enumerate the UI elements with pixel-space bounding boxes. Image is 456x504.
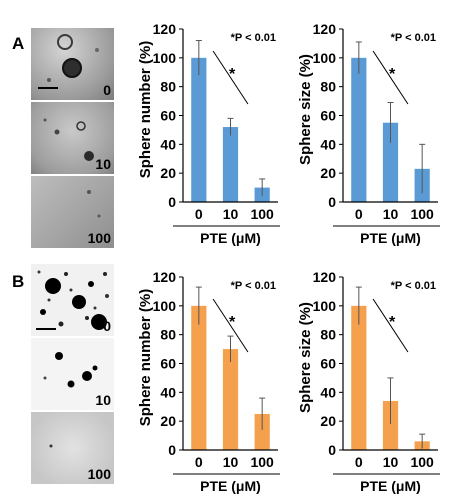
y-axis-label: Sphere size (%) <box>297 54 314 165</box>
scale-bar <box>38 87 58 89</box>
micrograph-b-100: 100 <box>31 412 114 484</box>
photo-label: 10 <box>95 392 111 408</box>
micrograph-b-10: 10 <box>31 338 114 410</box>
x-axis-label: PTE (μM) <box>360 230 421 246</box>
x-tick-label: 0 <box>355 206 363 222</box>
x-tick-label: 100 <box>250 206 274 222</box>
y-tick-label: 0 <box>328 442 336 458</box>
y-tick-label: 20 <box>160 413 176 429</box>
chart-a-sphere-size: 0 20 40 60 80 100 120 0 10 100 PTE (μM) Sphere size… <box>297 21 440 246</box>
bar-100 <box>254 413 270 450</box>
micrograph-a-100: 100 <box>31 176 114 248</box>
photo-label: 100 <box>87 230 111 246</box>
bar-10 <box>382 122 399 202</box>
y-tick-label: 80 <box>160 327 176 343</box>
y-tick-label: 100 <box>153 50 177 66</box>
y-axis-label: Sphere size (%) <box>297 302 314 413</box>
p-value-annotation: *P < 0.01 <box>391 32 436 44</box>
y-axis-label: Sphere number (%) <box>137 41 154 179</box>
y-tick-label: 60 <box>160 108 176 124</box>
bar-10 <box>222 127 239 202</box>
panel-label-a: A <box>12 34 25 53</box>
x-tick-label: 100 <box>250 454 274 470</box>
photo-label: 0 <box>103 82 111 98</box>
y-tick-label: 100 <box>313 298 337 314</box>
bar-10 <box>382 400 399 450</box>
y-tick-label: 60 <box>320 356 336 372</box>
trend-line <box>372 50 409 105</box>
y-tick-label: 60 <box>160 356 176 372</box>
y-tick-label: 80 <box>320 79 336 95</box>
bar-0 <box>351 305 367 450</box>
chart-b-sphere-number: 0 20 40 60 80 100 120 0 10 100 PTE (μM) Sphere numb… <box>137 269 280 494</box>
trend-line <box>212 50 249 105</box>
photo-label: 100 <box>87 466 111 482</box>
y-tick-label: 120 <box>153 21 177 37</box>
y-tick-label: 40 <box>320 384 336 400</box>
x-tick-label: 0 <box>355 454 363 470</box>
y-tick-label: 0 <box>328 194 336 210</box>
micrograph-a-10: 10 <box>31 102 114 174</box>
bar-0 <box>351 57 367 203</box>
p-value-annotation: *P < 0.01 <box>231 32 276 44</box>
bar-0 <box>191 305 207 450</box>
micrograph-a-0: 0 <box>31 28 114 100</box>
y-tick-label: 120 <box>313 21 337 37</box>
y-tick-label: 120 <box>153 269 177 285</box>
x-axis-label: PTE (μM) <box>360 478 421 494</box>
y-tick-label: 120 <box>313 269 337 285</box>
y-tick-label: 40 <box>160 136 176 152</box>
p-value-annotation: *P < 0.01 <box>231 280 276 292</box>
chart-a-sphere-number: 0 20 40 60 80 100 120 0 10 100 PTE (μM) Sphere numb… <box>137 21 280 246</box>
x-tick-label: 100 <box>410 206 434 222</box>
x-tick-label: 10 <box>383 454 399 470</box>
y-tick-label: 60 <box>320 108 336 124</box>
x-tick-label: 0 <box>195 206 203 222</box>
x-tick-label: 10 <box>223 454 239 470</box>
y-tick-label: 40 <box>160 384 176 400</box>
significance-star: * <box>229 66 236 83</box>
p-value-annotation: *P < 0.01 <box>391 280 436 292</box>
micrograph-b-0: 0 <box>31 264 114 336</box>
x-tick-label: 10 <box>383 206 399 222</box>
bar-0 <box>191 57 207 203</box>
significance-star: * <box>229 314 236 331</box>
x-axis-label: PTE (μM) <box>200 230 261 246</box>
trend-line <box>212 298 249 353</box>
panel-label-b: B <box>12 272 25 291</box>
x-tick-label: 10 <box>223 206 239 222</box>
y-tick-label: 100 <box>153 298 177 314</box>
y-tick-label: 0 <box>168 442 176 458</box>
y-tick-label: 40 <box>320 136 336 152</box>
x-axis-label: PTE (μM) <box>200 478 261 494</box>
bar-10 <box>222 349 239 450</box>
y-tick-label: 20 <box>160 165 176 181</box>
y-tick-label: 0 <box>168 194 176 210</box>
significance-star: * <box>389 314 396 331</box>
trend-line <box>372 298 409 353</box>
y-tick-label: 20 <box>320 165 336 181</box>
chart-b-sphere-size: 0 20 40 60 80 100 120 0 10 100 PTE (μM) Sphere size… <box>297 269 440 494</box>
x-tick-label: 0 <box>195 454 203 470</box>
y-tick-label: 80 <box>320 327 336 343</box>
y-tick-label: 20 <box>320 413 336 429</box>
photo-label: 0 <box>103 318 111 334</box>
photo-label: 10 <box>95 156 111 172</box>
y-tick-label: 80 <box>160 79 176 95</box>
y-tick-label: 100 <box>313 50 337 66</box>
scale-bar <box>36 328 56 330</box>
x-tick-label: 100 <box>410 454 434 470</box>
y-axis-label: Sphere number (%) <box>137 289 154 427</box>
significance-star: * <box>389 66 396 83</box>
